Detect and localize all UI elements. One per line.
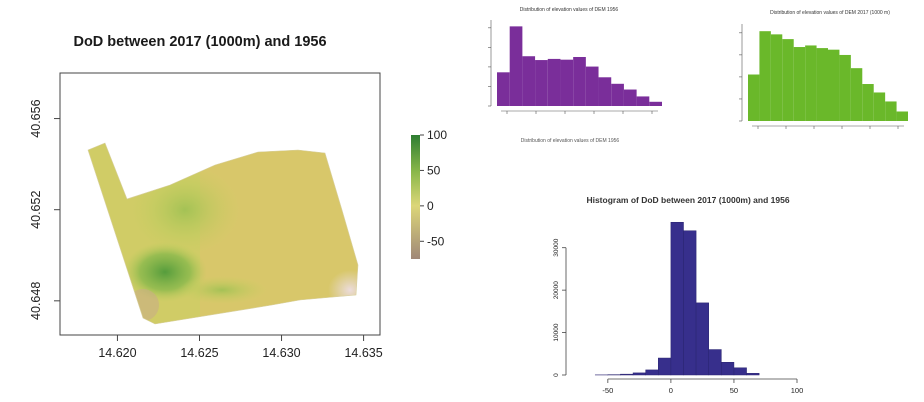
dem1956-bar: [623, 89, 637, 106]
colorbar-tick-label: 0: [427, 199, 434, 213]
dem2017-bar: [805, 45, 817, 121]
dem2017-bar: [839, 54, 851, 121]
dem1956-title: Distribution of elevation values of DEM …: [520, 7, 619, 13]
dod-hist-x-tick-label: 0: [669, 386, 673, 395]
map-x-axis: 14.620 14.625 14.630 14.635: [98, 335, 383, 360]
dod-hist-bar: [695, 302, 709, 376]
map-x-tick-label: 14.620: [98, 346, 136, 360]
dem1956-histogram: Distribution of elevation values of DEM …: [488, 7, 662, 144]
dod-map-chart: DoD between 2017 (1000m) and 1956 14.620…: [29, 34, 447, 360]
dem1956-bar: [547, 58, 561, 106]
map-y-axis: 40.648 40.652 40.656: [29, 99, 60, 320]
dod-hist-bar: [620, 373, 634, 376]
dem2017-bar: [850, 68, 863, 121]
dod-hist-bar: [658, 357, 672, 376]
dem1956-caption: Distribution of elevation values of DEM …: [521, 138, 620, 144]
dem1956-plot: [488, 20, 662, 114]
dod-hist-y-tick-label: 20000: [553, 281, 560, 299]
dod-hist-x-tick-label: 50: [730, 386, 738, 395]
map-x-tick-label: 14.630: [262, 346, 300, 360]
dod-hist-y-tick-label: 0: [553, 373, 560, 377]
dem1956-bar: [522, 56, 536, 106]
dod-histogram: Histogram of DoD between 2017 (1000m) an…: [553, 195, 803, 395]
dem2017-bar: [896, 111, 908, 121]
map-y-tick-label: 40.652: [29, 191, 43, 229]
map-outline: [87, 142, 359, 325]
dem1956-bar: [497, 72, 510, 106]
dem2017-bar: [828, 49, 840, 122]
map-colorbar-ticks: 100 50 0 -50: [420, 128, 447, 248]
dem1956-bar: [649, 101, 662, 106]
dem2017-bar: [782, 39, 794, 121]
dod-hist-y-tick-label: 30000: [553, 238, 560, 256]
dem2017-title: Distribution of elevation values of DEM …: [770, 10, 890, 16]
dem1956-bar: [573, 56, 586, 106]
dod-hist-bar: [746, 373, 760, 376]
map-x-tick-label: 14.625: [180, 346, 218, 360]
dem2017-bar: [793, 47, 806, 121]
colorbar-tick-label: 100: [427, 128, 447, 142]
map-x-tick-label: 14.635: [344, 346, 382, 360]
dem2017-bar: [759, 31, 771, 122]
dod-hist-title: Histogram of DoD between 2017 (1000m) an…: [586, 195, 789, 205]
map-title: DoD between 2017 (1000m) and 1956: [73, 34, 326, 50]
dem1956-bar: [509, 26, 523, 107]
dod-hist-bar: [708, 349, 722, 376]
dem2017-plot: [739, 24, 908, 129]
dem2017-bar: [862, 84, 874, 121]
dod-hist-y-tick-label: 10000: [553, 323, 560, 341]
map-y-tick-label: 40.656: [29, 99, 43, 137]
map-colorbar: [411, 135, 420, 259]
dem2017-histogram: Distribution of elevation values of DEM …: [739, 10, 908, 129]
dod-hist-x-tick-label: -50: [602, 386, 613, 395]
dod-hist-bar: [670, 221, 684, 376]
dem1956-bar: [560, 59, 574, 106]
dod-hist-bar: [683, 230, 697, 376]
dem2017-bar: [873, 92, 886, 121]
map-y-tick-label: 40.648: [29, 282, 43, 320]
colorbar-tick-label: 50: [427, 163, 441, 177]
map-raster: [88, 143, 358, 324]
dem2017-bar: [885, 101, 897, 121]
dem1956-bar: [636, 96, 650, 106]
dod-hist-bar: [733, 367, 747, 376]
dod-hist-bar: [632, 372, 646, 376]
dem1956-bar: [535, 60, 548, 106]
dem1956-bar: [585, 66, 599, 106]
dod-hist-plot: -50 0 50 100 0 10000 20000 30000: [553, 221, 804, 395]
colorbar-tick-label: -50: [427, 234, 445, 248]
dem2017-bar: [816, 48, 828, 121]
map-plot-frame: [59, 72, 381, 336]
dod-hist-x-tick-label: 100: [791, 386, 804, 395]
dod-hist-bar: [645, 369, 659, 376]
dem1956-bar: [611, 83, 624, 106]
dem1956-bar: [598, 77, 612, 106]
dem2017-bar: [748, 74, 760, 121]
dod-hist-bar: [721, 362, 735, 376]
dem2017-bar: [770, 34, 783, 122]
